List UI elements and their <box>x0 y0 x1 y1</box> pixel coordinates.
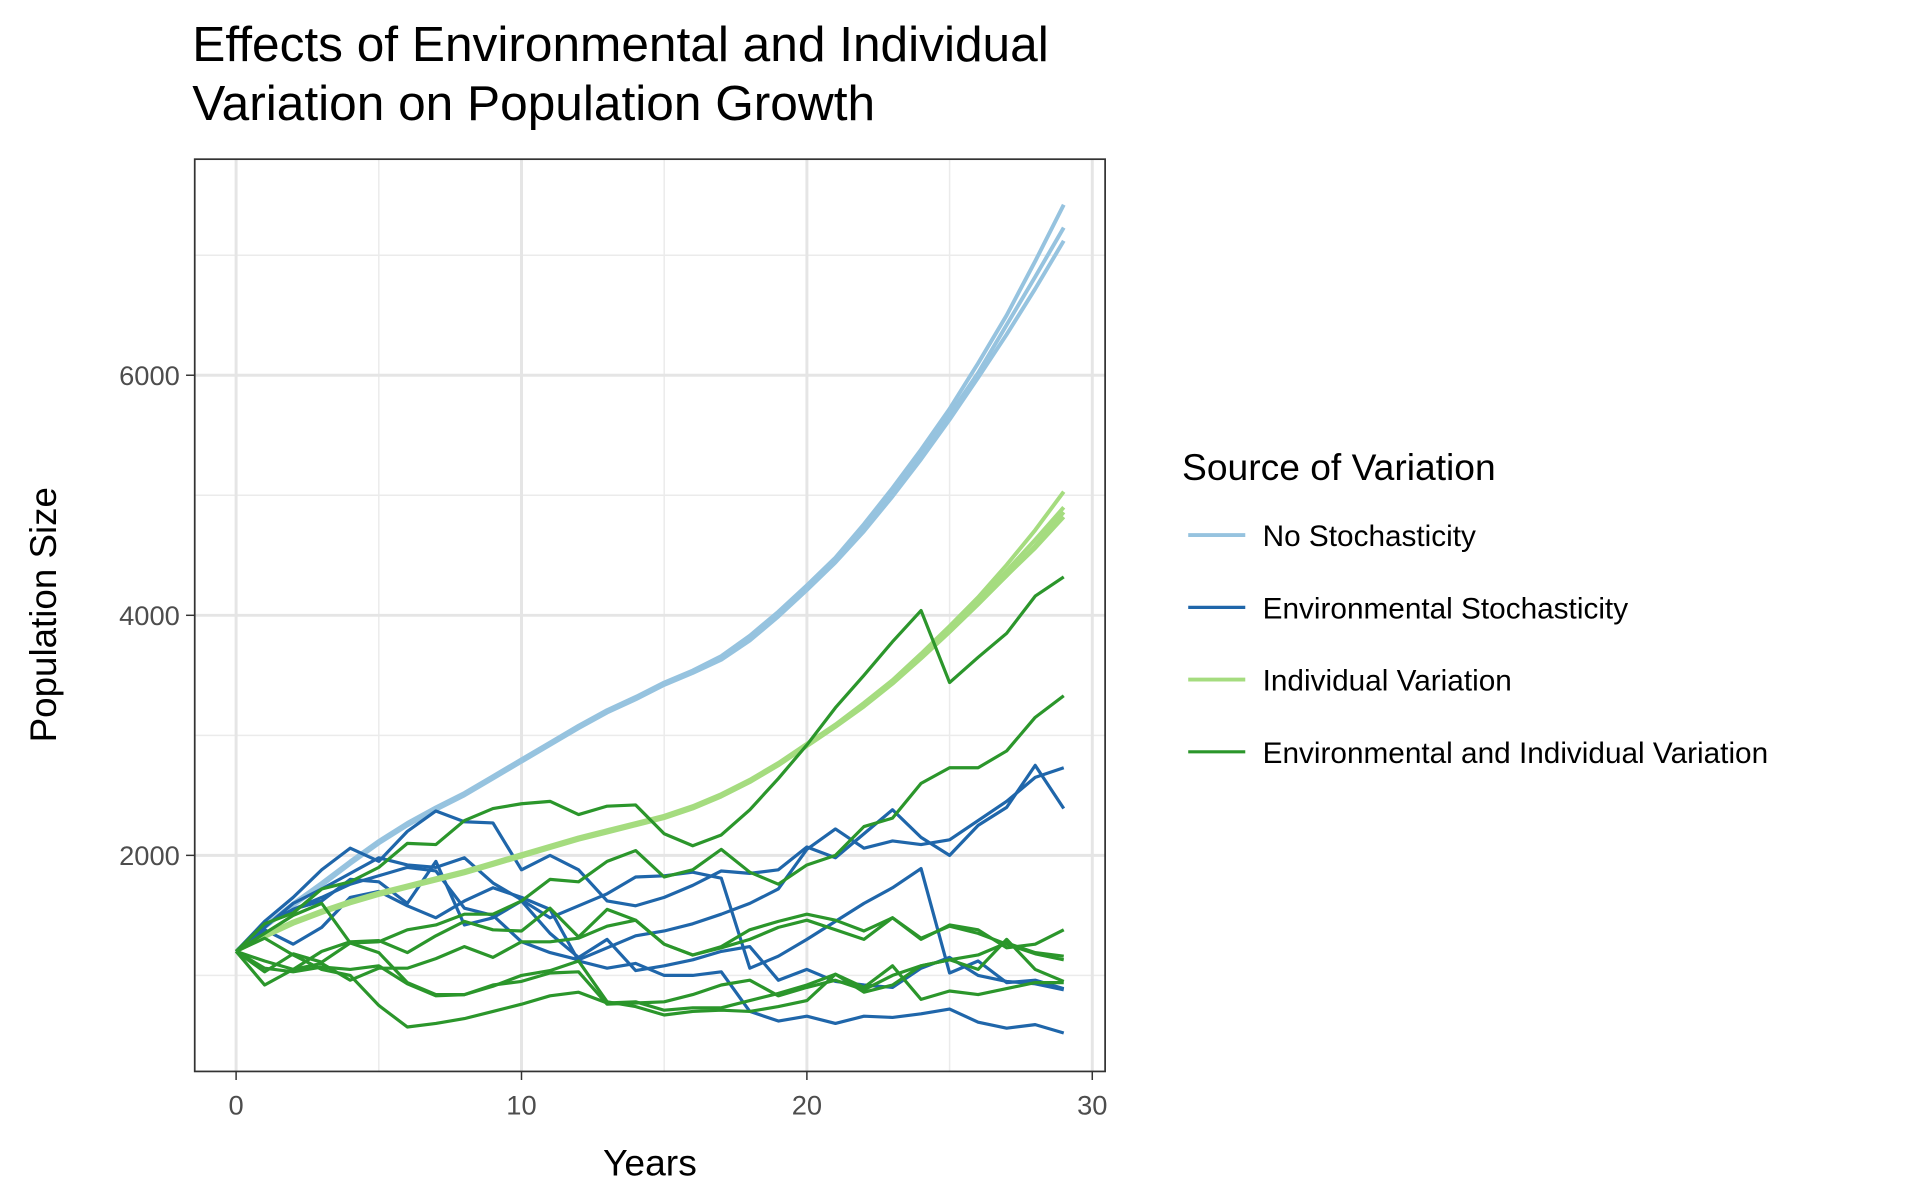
x-tick-label: 0 <box>229 1089 244 1120</box>
legend-label: Environmental Stochasticity <box>1263 593 1629 626</box>
legend-title: Source of Variation <box>1182 447 1496 488</box>
series-line <box>235 936 1064 1029</box>
series-line <box>234 575 1065 953</box>
series-line <box>235 937 1065 1017</box>
legend-label: No Stochasticity <box>1263 520 1477 553</box>
series-line <box>235 856 1065 991</box>
legend-label: Individual Variation <box>1263 665 1512 698</box>
y-tick-label: 4000 <box>119 600 180 631</box>
x-tick-label: 20 <box>792 1089 822 1120</box>
legend-label: Environmental and Individual Variation <box>1263 737 1769 770</box>
x-tick-label: 30 <box>1077 1089 1107 1120</box>
plot-border <box>193 158 1106 1073</box>
y-tick-label: 6000 <box>119 360 180 391</box>
x-tick-label: 10 <box>506 1089 536 1120</box>
chart-title: Variation on Population Growth <box>192 76 875 131</box>
y-axis-title: Population Size <box>23 487 64 742</box>
series-line <box>234 916 1065 987</box>
x-axis-title: Years <box>603 1143 697 1184</box>
y-tick-label: 2000 <box>119 840 180 871</box>
chart-title: Effects of Environmental and Individual <box>192 18 1049 73</box>
series-line <box>234 239 1066 953</box>
